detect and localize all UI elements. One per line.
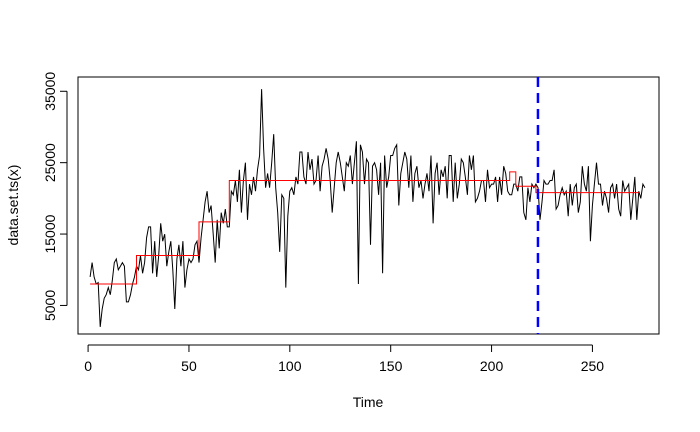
raw-series-line — [89, 89, 646, 327]
plot-frame — [77, 76, 660, 335]
x-tick-label: 100 — [278, 358, 302, 374]
y-tick-label: 15000 — [42, 214, 58, 253]
x-tick-label: 200 — [480, 358, 504, 374]
x-tick-label: 250 — [581, 358, 605, 374]
y-tick-label: 35000 — [42, 72, 58, 111]
x-tick-label: 0 — [84, 358, 92, 374]
x-axis-title: Time — [353, 394, 384, 410]
axes: 0 50 100 150 200 250 5000 15000 25000 35000 — [42, 72, 604, 374]
series-lines — [89, 77, 646, 334]
x-tick-label: 50 — [181, 358, 197, 374]
segment-mean-line — [90, 171, 639, 285]
y-tick-label: 5000 — [42, 290, 58, 321]
y-tick-label: 25000 — [42, 143, 58, 182]
x-tick-label: 150 — [379, 358, 403, 374]
y-axis-title: data.set.ts(x) — [5, 165, 21, 246]
